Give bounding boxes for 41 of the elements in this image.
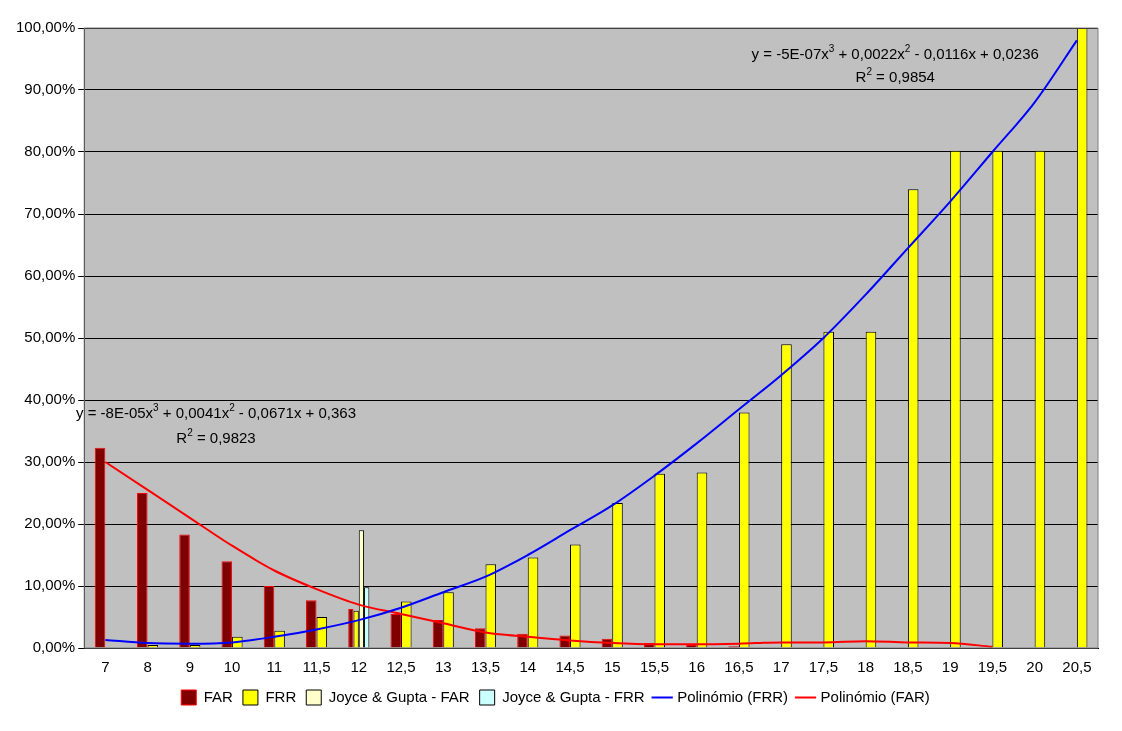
x-tick-label: 15 bbox=[603, 658, 621, 676]
x-tick-label: 18,5 bbox=[893, 658, 923, 676]
x-tick-label: 19 bbox=[941, 658, 959, 676]
x-tick-label: 13,5 bbox=[470, 658, 501, 676]
x-tick-label: 19,5 bbox=[977, 658, 1007, 676]
y-tick-label: 60,00% bbox=[24, 266, 76, 284]
x-tick-label: 20,5 bbox=[1062, 658, 1092, 676]
legend-label: Polinómio (FAR) bbox=[820, 687, 930, 705]
legend-label: Polinómio (FRR) bbox=[677, 687, 789, 705]
y-tick-label: 30,00% bbox=[24, 452, 76, 470]
x-tick-label: 13 bbox=[434, 658, 452, 676]
y-tick-label: 80,00% bbox=[24, 142, 76, 160]
legend-label: Joyce & Gupta - FAR bbox=[328, 687, 470, 705]
x-tick-label: 14,5 bbox=[555, 658, 585, 676]
x-tick-label: 18 bbox=[857, 658, 875, 676]
x-tick-label: 16 bbox=[688, 658, 706, 676]
y-tick-label: 10,00% bbox=[24, 576, 76, 594]
x-tick-label: 11 bbox=[266, 658, 283, 676]
x-tick-label: 17 bbox=[772, 658, 790, 676]
legend-label: FRR bbox=[265, 687, 297, 705]
x-tick-label: 7 bbox=[101, 658, 110, 676]
y-tick-label: 20,00% bbox=[24, 514, 76, 532]
y-tick-label: 100,00% bbox=[16, 18, 76, 36]
x-tick-label: 12 bbox=[350, 658, 368, 676]
y-tick-label: 50,00% bbox=[24, 328, 76, 346]
y-tick-label: 70,00% bbox=[24, 204, 76, 222]
x-tick-label: 12,5 bbox=[386, 658, 416, 676]
legend-label: Joyce & Gupta - FRR bbox=[502, 687, 645, 705]
x-tick-label: 9 bbox=[185, 658, 194, 676]
x-tick-label: 14 bbox=[519, 658, 537, 676]
x-tick-label: 10 bbox=[223, 658, 241, 676]
x-tick-label: 17,5 bbox=[808, 658, 839, 676]
x-tick-label: 8 bbox=[143, 658, 152, 676]
x-tick-label: 16,5 bbox=[724, 658, 754, 676]
x-tick-label: 20 bbox=[1026, 658, 1043, 676]
x-tick-label: 15,5 bbox=[639, 658, 670, 676]
y-tick-label: 40,00% bbox=[24, 390, 76, 408]
legend-label: FAR bbox=[203, 687, 234, 705]
y-tick-label: 90,00% bbox=[24, 80, 76, 98]
x-tick-label: 11,5 bbox=[302, 658, 331, 676]
y-tick-label: 0,00% bbox=[32, 638, 76, 656]
